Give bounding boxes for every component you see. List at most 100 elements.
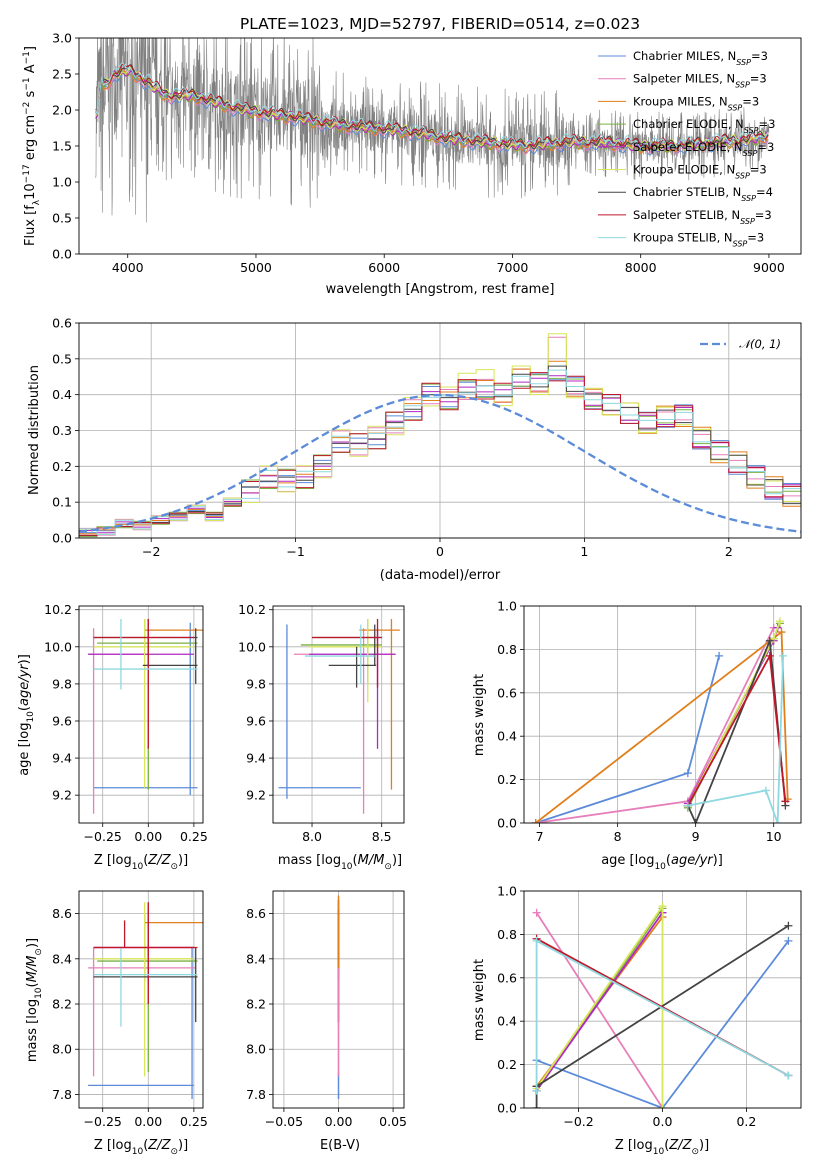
weight-z-panel-plot [532, 902, 793, 1108]
x-tick-label: 1 [580, 544, 588, 559]
y-tick-label: 0.0 [497, 816, 517, 831]
legend-label: Kroupa STELIB, NSSP=3 [633, 231, 764, 249]
x-tick-label: 7 [536, 829, 544, 844]
y-axis-label: mass weight [472, 674, 487, 756]
x-tick-label: 10 [766, 829, 782, 844]
y-tick-label: 0.5 [52, 351, 72, 366]
age-mass-panel: 8.0 8.5 9.2 9.4 9.6 9.8 10.0 10.2 mass [log10(M/… [238, 602, 405, 872]
weight-marker [532, 1086, 541, 1095]
x-tick-label: 0.2 [736, 1114, 756, 1129]
weight-marker [683, 769, 692, 778]
weight-marker [531, 819, 540, 823]
y-tick-label: 0.0 [497, 1101, 517, 1116]
y-tick-label: 8.0 [52, 1042, 72, 1057]
x-tick-label: 0.25 [180, 1114, 208, 1129]
y-tick-label: 8.2 [52, 997, 72, 1012]
y-tick-label: 0.3 [52, 423, 72, 438]
y-tick-label: 9.2 [246, 788, 266, 803]
age-z-panel-grid [79, 606, 203, 823]
y-tick-label: 2.5 [52, 67, 72, 82]
y-tick-label: 0.8 [497, 642, 517, 657]
weight-marker [781, 797, 790, 806]
x-tick-label: −0.25 [84, 829, 122, 844]
histogram-panel-plot [79, 333, 801, 538]
x-tick-label: 0 [436, 544, 444, 559]
x-axis-label: wavelength [Angstrom, rest frame] [326, 282, 555, 297]
histogram-step [79, 369, 801, 535]
x-axis-label: Z [log10(Z/Z⊙)] [94, 853, 188, 872]
x-tick-label: 2 [725, 544, 733, 559]
weight-line [536, 940, 790, 1108]
x-axis-label: (data-model)/error [380, 568, 501, 583]
y-tick-label: 10.2 [44, 602, 72, 617]
weight-marker [532, 908, 541, 917]
spectrum-panel-plot [95, 38, 770, 223]
weight-marker [715, 651, 724, 660]
x-tick-label: 8.5 [372, 829, 392, 844]
legend-label: Salpeter ELODIE, NSSP=3 [633, 140, 774, 158]
y-tick-label: 0.4 [52, 387, 72, 402]
mass-z-panel-plot [88, 902, 203, 1099]
y-tick-label: 0.6 [52, 316, 72, 331]
x-tick-label: 5000 [240, 260, 272, 275]
x-tick-label: 0.05 [379, 1114, 407, 1129]
y-tick-label: 8.6 [246, 906, 266, 921]
x-tick-label: 6000 [368, 260, 400, 275]
x-tick-label: −1 [286, 544, 304, 559]
y-tick-label: 0.6 [497, 970, 517, 985]
y-tick-label: 1.0 [497, 599, 517, 614]
x-axis-label: mass [log10(M/M⊙)] [278, 853, 402, 872]
weight-z-panel-frame [523, 890, 802, 1109]
weight-age-panel-grid [524, 605, 801, 824]
weight-marker [761, 786, 770, 795]
y-tick-label: 0.5 [52, 211, 72, 226]
weight-line [535, 912, 664, 1092]
y-tick-label: 0.4 [497, 729, 517, 744]
y-tick-label: 1.0 [52, 175, 72, 190]
weight-marker [691, 819, 700, 823]
x-tick-label: −0.05 [265, 1114, 303, 1129]
legend-label: Salpeter MILES, NSSP=3 [633, 72, 767, 90]
mass-z-panel: −0.25 0.00 0.25 7.8 8.0 8.2 8.4 8.6 Z [log10(Z/Z… [25, 890, 208, 1157]
weight-marker [532, 1104, 541, 1108]
legend-label: Kroupa MILES, NSSP=3 [633, 94, 759, 112]
x-axis-label: age [log10(age/yr)] [601, 853, 723, 872]
weight-marker [784, 921, 793, 930]
y-tick-label: 8.2 [246, 997, 266, 1012]
y-tick-label: 7.8 [246, 1087, 266, 1102]
y-tick-label: 9.4 [52, 751, 72, 766]
y-tick-label: 3.0 [52, 31, 72, 46]
y-axis-label: Normed distribution [27, 365, 42, 495]
x-tick-label: 8 [614, 829, 622, 844]
y-tick-label: 10.2 [238, 602, 266, 617]
x-tick-label: 0.25 [180, 829, 208, 844]
y-axis-label: age [log10(age/yr)] [17, 654, 36, 776]
weight-line [687, 655, 784, 823]
x-tick-label: 9000 [753, 260, 785, 275]
normal-curve [79, 393, 801, 533]
y-tick-label: 0.6 [497, 685, 517, 700]
data-spectrum [95, 38, 770, 223]
spectrum-panel-frame [78, 37, 802, 255]
y-axis-label: Flux [fλ10−17 erg cm−2 s−1 A−1] [22, 46, 42, 246]
x-tick-label: 4000 [112, 260, 144, 275]
legend-label: Chabrier MILES, NSSP=3 [633, 49, 768, 67]
x-tick-label: −2 [142, 544, 160, 559]
x-axis-label: Z [log10(Z/Z⊙)] [615, 1138, 709, 1157]
weight-marker [777, 628, 786, 637]
weight-z-panel: −0.2 0.0 0.2 0.0 0.2 0.4 0.6 0.8 1.0 Z [log10(Z/Z… [472, 884, 802, 1157]
y-axis-label: mass weight [472, 959, 487, 1041]
weight-marker [765, 651, 774, 660]
y-tick-label: 7.8 [52, 1087, 72, 1102]
y-tick-label: 0.2 [497, 1057, 517, 1072]
weight-marker [784, 1071, 793, 1080]
spectrum-legend: Chabrier MILES, NSSP=3 Salpeter MILES, NS… [598, 49, 775, 248]
y-tick-label: 0.4 [497, 1014, 517, 1029]
y-tick-label: 9.4 [246, 751, 266, 766]
y-tick-label: 9.6 [52, 713, 72, 728]
weight-marker [765, 636, 774, 645]
legend-label: Chabrier ELODIE, NSSP=3 [633, 117, 775, 135]
model-spectrum [95, 64, 769, 151]
y-tick-label: 0.8 [497, 927, 517, 942]
